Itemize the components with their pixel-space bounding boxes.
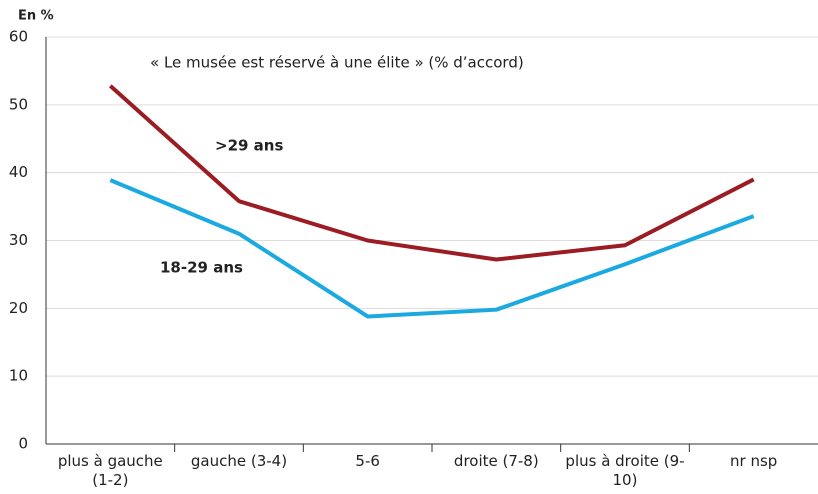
x-tick-label: droite (7-8) bbox=[453, 452, 539, 470]
y-tick-label: 10 bbox=[9, 367, 28, 385]
y-tick-label: 0 bbox=[18, 435, 28, 453]
series-label: >29 ans bbox=[215, 137, 283, 155]
y-tick-label: 50 bbox=[9, 95, 28, 113]
y-axis-label: En % bbox=[18, 9, 54, 24]
x-tick-label: plus à droite (9-10) bbox=[565, 452, 685, 489]
line-series bbox=[109, 178, 755, 319]
y-tick-label: 40 bbox=[9, 163, 28, 181]
series-label: 18-29 ans bbox=[160, 259, 243, 277]
chart-title: « Le musée est réservé à une élite » (% … bbox=[150, 54, 524, 72]
y-tick-label: 20 bbox=[9, 299, 28, 317]
x-tick-label: 5-6 bbox=[355, 452, 380, 470]
line-series bbox=[108, 84, 755, 262]
x-tick-label: gauche (3-4) bbox=[190, 452, 288, 470]
x-tick-label: nr nsp bbox=[730, 452, 778, 470]
y-tick-label: 30 bbox=[9, 231, 28, 249]
x-tick-label: plus à gauche (1-2) bbox=[57, 452, 163, 489]
y-tick-label: 60 bbox=[9, 28, 28, 46]
